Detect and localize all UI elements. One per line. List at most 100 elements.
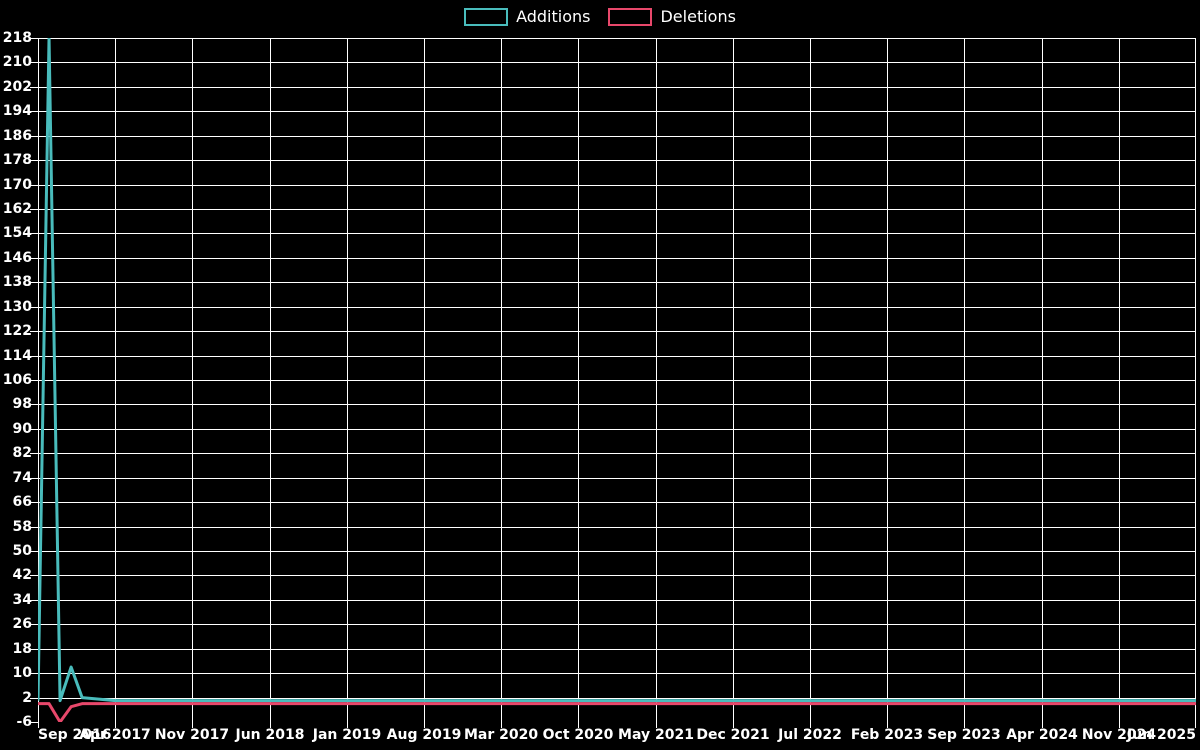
x-tick-mark	[424, 722, 425, 728]
gridline-horizontal	[38, 575, 1196, 576]
gridline-vertical	[733, 38, 734, 722]
gridline-vertical	[192, 38, 193, 722]
gridline-vertical	[1042, 38, 1043, 722]
y-tick-label: 138	[2, 274, 32, 290]
gridline-horizontal	[38, 331, 1196, 332]
series-line-additions	[38, 38, 1196, 703]
x-tick-label: Jul 2022	[778, 727, 842, 743]
gridline-horizontal	[38, 380, 1196, 381]
x-tick-label: Sep 2016	[38, 727, 112, 743]
gridline-horizontal	[38, 453, 1196, 454]
gridline-horizontal	[38, 527, 1196, 528]
x-tick-label: Mar 2020	[463, 727, 539, 743]
y-tick-label: 2	[22, 690, 32, 706]
x-tick-label: Apr 2017	[79, 727, 151, 743]
gridline-horizontal	[38, 502, 1196, 503]
x-tick-mark	[1195, 722, 1196, 728]
legend-label-deletions: Deletions	[660, 7, 736, 26]
gridline-horizontal	[38, 136, 1196, 137]
y-tick-label: 114	[2, 348, 32, 364]
gridline-horizontal	[38, 307, 1196, 308]
gridline-vertical	[578, 38, 579, 722]
chart-legend: Additions Deletions	[0, 0, 1200, 34]
y-tick-label: 218	[2, 30, 32, 46]
legend-entry-additions[interactable]: Additions	[464, 8, 590, 26]
x-tick-mark	[270, 722, 271, 728]
gridline-horizontal	[38, 111, 1196, 112]
y-tick-label: 154	[2, 225, 32, 241]
y-tick-label: 202	[2, 79, 32, 95]
gridline-horizontal	[38, 624, 1196, 625]
y-tick-mark	[30, 600, 38, 601]
gridline-horizontal	[38, 258, 1196, 259]
gridline-vertical	[656, 38, 657, 722]
gridline-vertical	[501, 38, 502, 722]
gridline-horizontal	[38, 160, 1196, 161]
gridline-horizontal	[38, 429, 1196, 430]
legend-entry-deletions[interactable]: Deletions	[608, 7, 736, 26]
gridline-horizontal	[38, 551, 1196, 552]
y-tick-mark	[30, 209, 38, 210]
x-tick-label: Feb 2023	[850, 727, 924, 743]
gridline-horizontal	[38, 233, 1196, 234]
y-tick-label: 58	[12, 519, 32, 535]
x-tick-mark	[501, 722, 502, 728]
x-tick-mark	[578, 722, 579, 728]
y-tick-label: 194	[2, 103, 32, 119]
y-tick-label: 50	[12, 543, 32, 559]
x-tick-mark	[115, 722, 116, 728]
gridline-horizontal	[38, 185, 1196, 186]
gridline-horizontal	[38, 282, 1196, 283]
x-tick-mark	[38, 722, 39, 728]
y-tick-mark	[30, 698, 38, 699]
gridline-horizontal	[38, 404, 1196, 405]
y-tick-mark	[30, 233, 38, 234]
y-tick-label: 66	[12, 494, 32, 510]
x-tick-mark	[810, 722, 811, 728]
gridline-vertical	[38, 38, 39, 722]
x-tick-label: Jan 2019	[312, 727, 382, 743]
x-tick-label: Nov 2017	[154, 727, 230, 743]
gridline-vertical	[1119, 38, 1120, 722]
x-tick-mark	[656, 722, 657, 728]
y-tick-mark	[30, 722, 38, 723]
y-tick-mark	[30, 502, 38, 503]
y-tick-mark	[30, 87, 38, 88]
y-tick-label: 90	[12, 421, 32, 437]
gridline-vertical	[964, 38, 965, 722]
y-tick-mark	[30, 380, 38, 381]
x-tick-label: Aug 2019	[386, 727, 462, 743]
x-tick-label: Sep 2023	[927, 727, 1001, 743]
y-tick-label: 170	[2, 177, 32, 193]
gridline-vertical	[115, 38, 116, 722]
gridline-horizontal	[38, 478, 1196, 479]
x-tick-label: Apr 2024	[1006, 727, 1078, 743]
y-tick-mark	[30, 111, 38, 112]
y-tick-mark	[30, 673, 38, 674]
y-tick-mark	[30, 649, 38, 650]
gridline-horizontal	[38, 209, 1196, 210]
y-tick-mark	[30, 282, 38, 283]
gridline-horizontal	[38, 673, 1196, 674]
legend-swatch-additions-icon	[464, 8, 509, 26]
y-tick-mark	[30, 404, 38, 405]
y-tick-mark	[30, 478, 38, 479]
y-tick-mark	[30, 429, 38, 430]
y-tick-mark	[30, 527, 38, 528]
y-tick-label: 186	[2, 128, 32, 144]
x-tick-mark	[192, 722, 193, 728]
x-tick-label: Jun 2018	[235, 727, 305, 743]
y-tick-label: 146	[2, 250, 32, 266]
y-tick-mark	[30, 258, 38, 259]
y-tick-mark	[30, 38, 38, 39]
gridline-vertical	[810, 38, 811, 722]
gridline-vertical	[887, 38, 888, 722]
x-tick-label: Jun 2025	[1127, 727, 1196, 743]
gridline-vertical	[270, 38, 271, 722]
y-tick-mark	[30, 356, 38, 357]
y-tick-mark	[30, 453, 38, 454]
y-tick-label: 42	[12, 567, 32, 583]
y-tick-label: 106	[2, 372, 32, 388]
gridline-vertical	[1195, 38, 1196, 722]
plot-area	[38, 38, 1196, 722]
